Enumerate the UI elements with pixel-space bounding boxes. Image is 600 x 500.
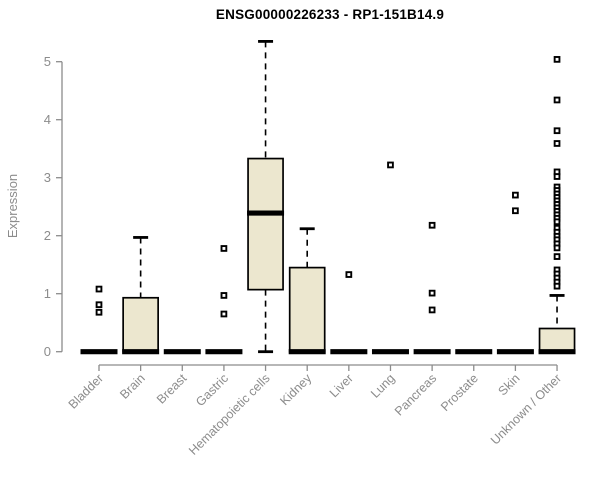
y-tick-label: 5 [44, 54, 51, 69]
outlier-point [95, 308, 103, 316]
y-tick-label: 1 [44, 286, 51, 301]
box-gastric [205, 245, 243, 355]
outlier-point [512, 191, 519, 199]
outlier-point [553, 173, 561, 180]
chart-title: ENSG00000226233 - RP1-151B14.9 [215, 7, 445, 22]
outlier-point [553, 244, 561, 252]
outlier-point [553, 56, 561, 63]
box-skin [496, 191, 534, 355]
x-tick-label: Liver [327, 371, 356, 400]
box-rect [538, 327, 576, 353]
outlier-point [95, 301, 103, 309]
outlier-point [428, 306, 436, 314]
y-tick-label: 4 [44, 112, 51, 127]
box-hematopoietic-cells [247, 40, 285, 354]
outlier-point [428, 289, 436, 297]
outlier-point [553, 127, 561, 135]
outlier-point [553, 253, 561, 260]
x-tick-label: Prostate [438, 371, 481, 414]
outlier-point [428, 221, 436, 229]
box-brain [122, 236, 160, 355]
box-liver [330, 271, 368, 355]
outlier-point [220, 245, 228, 252]
box-rect [122, 296, 159, 353]
y-axis: 0 1 2 3 4 5 [44, 54, 63, 359]
outlier-point [553, 140, 561, 147]
box-rect [247, 157, 284, 291]
box-bladder [80, 285, 118, 355]
x-tick-label: Skin [495, 371, 522, 398]
x-tick-label: Gastric [193, 371, 231, 409]
x-tick-label: Hematopoietic cells [186, 371, 273, 458]
box-lung [371, 161, 409, 355]
outlier-point [345, 271, 353, 278]
outlier-point [220, 310, 228, 318]
box-kidney [288, 227, 326, 355]
outlier-point [95, 285, 103, 293]
outlier-point [553, 96, 561, 104]
x-tick-label: Kidney [277, 371, 314, 408]
x-tick-label: Bladder [66, 371, 106, 411]
box-unknown-other [538, 56, 576, 355]
outlier-point [512, 207, 519, 215]
x-tick-label: Unknown / Other [488, 371, 564, 447]
outlier-point [387, 161, 394, 169]
box-rect [288, 266, 326, 353]
x-tick-label: Pancreas [392, 371, 439, 418]
outlier-point [553, 218, 561, 226]
box-pancreas [413, 221, 451, 355]
y-tick-label: 2 [44, 228, 51, 243]
outlier-point [220, 292, 228, 299]
x-tick-label: Brain [117, 371, 148, 402]
outlier-point [553, 282, 561, 290]
x-tick-label: Breast [154, 371, 190, 407]
x-tick-label: Lung [368, 371, 398, 401]
y-tick-label: 0 [44, 344, 51, 359]
y-tick-label: 3 [44, 170, 51, 185]
